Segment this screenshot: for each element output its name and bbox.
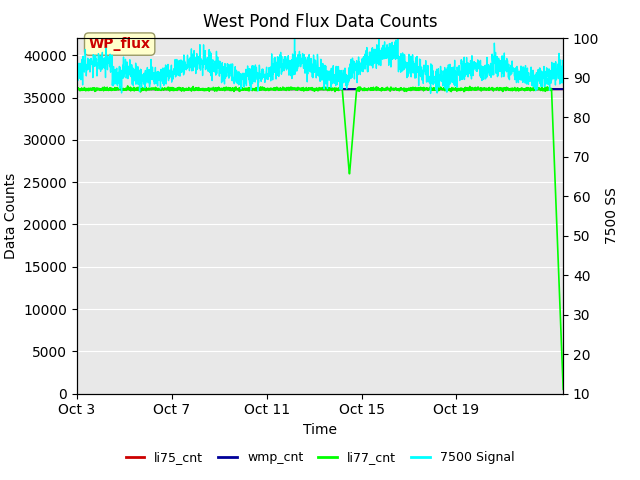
7500 Signal [427,90,435,96]
li77_cnt [545,86,553,92]
7500 Signal [98,64,106,70]
li75_cnt [545,86,553,92]
7500 Signal [296,52,304,58]
X-axis label: Time: Time [303,423,337,437]
wmp_cnt [559,86,567,92]
Title: West Pond Flux Data Counts: West Pond Flux Data Counts [203,13,437,31]
Line: 7500 Signal: 7500 Signal [77,38,563,93]
li75_cnt [98,86,106,92]
7500 Signal [310,72,317,78]
wmp_cnt [296,86,304,92]
wmp_cnt [545,86,553,92]
li77_cnt [98,86,106,92]
7500 Signal [559,65,567,71]
7500 Signal [375,36,383,41]
li75_cnt [545,86,553,92]
li77_cnt [124,83,131,89]
li77_cnt [456,86,464,92]
7500 Signal [546,87,554,93]
li75_cnt [456,86,463,92]
li77_cnt [545,86,553,92]
li75_cnt [559,86,567,92]
wmp_cnt [98,86,106,92]
li75_cnt [310,86,317,92]
7500 Signal [545,77,553,83]
wmp_cnt [73,86,81,92]
Y-axis label: Data Counts: Data Counts [4,173,18,259]
wmp_cnt [456,86,463,92]
Text: WP_flux: WP_flux [89,37,150,51]
wmp_cnt [310,86,317,92]
li77_cnt [559,386,567,392]
7500 Signal [73,71,81,77]
7500 Signal [456,75,464,81]
Line: li77_cnt: li77_cnt [77,86,563,389]
li77_cnt [310,87,317,93]
li75_cnt [73,86,81,92]
li77_cnt [73,86,81,92]
li77_cnt [297,85,305,91]
Y-axis label: 7500 SS: 7500 SS [605,188,619,244]
Legend: li75_cnt, wmp_cnt, li77_cnt, 7500 Signal: li75_cnt, wmp_cnt, li77_cnt, 7500 Signal [120,446,520,469]
li75_cnt [296,86,304,92]
wmp_cnt [545,86,553,92]
